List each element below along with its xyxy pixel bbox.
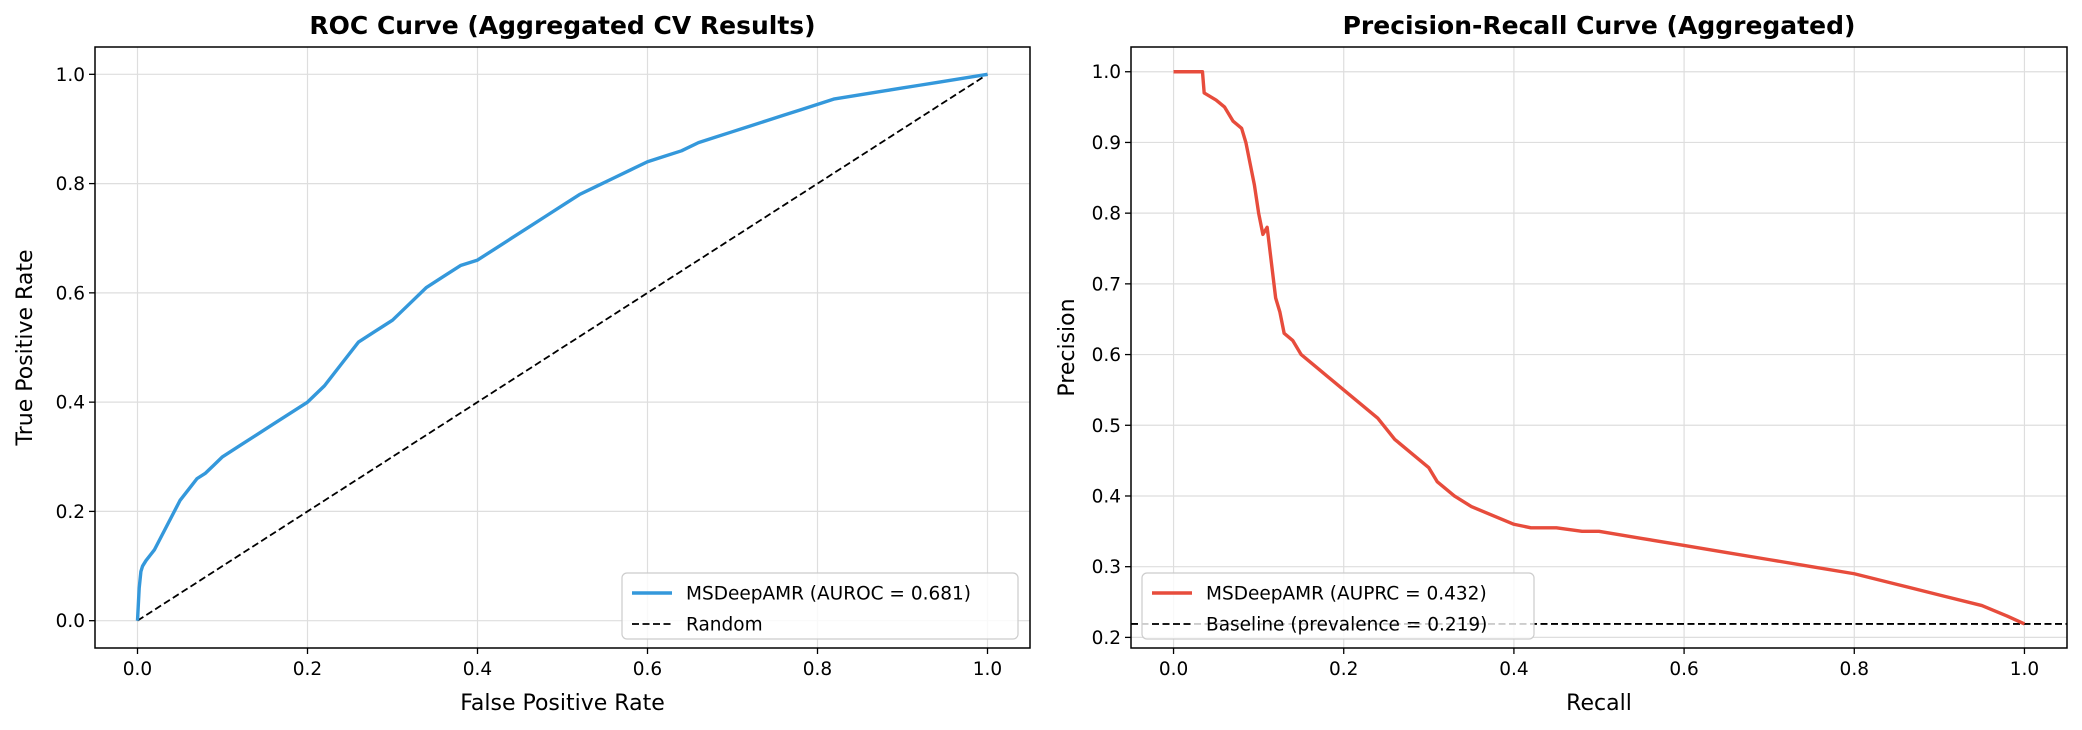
legend: MSDeepAMR (AUROC = 0.681) Random [621,572,1019,640]
x-tick-label: 0.2 [1329,659,1358,680]
x-tick-label: 0.4 [1499,659,1528,680]
x-tick-label: 0.6 [1669,659,1698,680]
axes-frame [94,46,1031,649]
series-line-1 [1173,70,2026,626]
y-tick-label: 0.4 [1092,486,1121,507]
x-tick-label: 0.8 [1840,659,1869,680]
y-tick-label: 0.8 [56,174,85,195]
y-tick-label: 0.4 [56,393,85,414]
y-tick-label: 1.0 [1092,62,1121,83]
x-tick-label: 0.0 [123,659,152,680]
x-tick-label: 0.4 [463,659,492,680]
y-axis-label: True Positive Rate [13,250,38,447]
x-tick-label: 0.8 [803,659,832,680]
y-tick-label: 0.2 [56,502,85,523]
y-tick-label: 0.3 [1092,557,1121,578]
axes-frame [1130,46,2068,649]
legend-box [1141,572,1535,640]
legend-label: MSDeepAMR (AUROC = 0.681) [686,584,971,605]
series-group [1131,70,2067,626]
legend-label: Random [686,615,763,636]
series-line-2 [137,73,988,622]
y-tick-label: 0.6 [56,283,85,304]
y-tick-label: 0.5 [1092,416,1121,437]
y-axis-label: Precision [1055,298,1080,396]
chart-title: Precision-Recall Curve (Aggregated) [1343,11,1856,40]
y-tick-label: 0.2 [1092,628,1121,649]
y-tick-label: 0.0 [56,611,85,632]
x-axis-label: False Positive Rate [460,691,664,716]
y-tick-label: 0.6 [1092,345,1121,366]
legend-label: Baseline (prevalence = 0.219) [1206,615,1487,636]
series-group [135,72,988,622]
legend: MSDeepAMR (AUPRC = 0.432) Baseline (preva… [1141,572,1535,640]
pr-panel: 0.0 0.2 0.4 0.6 0.8 1.0 0.2 0.3 0.4 0.5 0.6 0.7 0.8 0… [1055,11,2068,716]
x-tick-label: 1.0 [2010,659,2039,680]
legend-box [621,572,1019,640]
plot-area [1131,47,2067,648]
series-line-1 [135,72,988,621]
roc-panel: 0.0 0.2 0.4 0.6 0.8 1.0 0.0 0.2 0.4 0.6 0.8 1.0 ROC … [13,11,1031,716]
x-axis-label: Recall [1566,691,1632,716]
y-tick-label: 0.7 [1092,274,1121,295]
x-tick-label: 0.0 [1159,659,1188,680]
y-tick-label: 1.0 [56,65,85,86]
y-tick-label: 0.8 [1092,204,1121,225]
chart-title: ROC Curve (Aggregated CV Results) [309,11,815,40]
legend-label: MSDeepAMR (AUPRC = 0.432) [1206,584,1487,605]
x-tick-label: 0.2 [293,659,322,680]
y-tick-label: 0.9 [1092,133,1121,154]
x-tick-label: 1.0 [973,659,1002,680]
x-tick-label: 0.6 [633,659,662,680]
